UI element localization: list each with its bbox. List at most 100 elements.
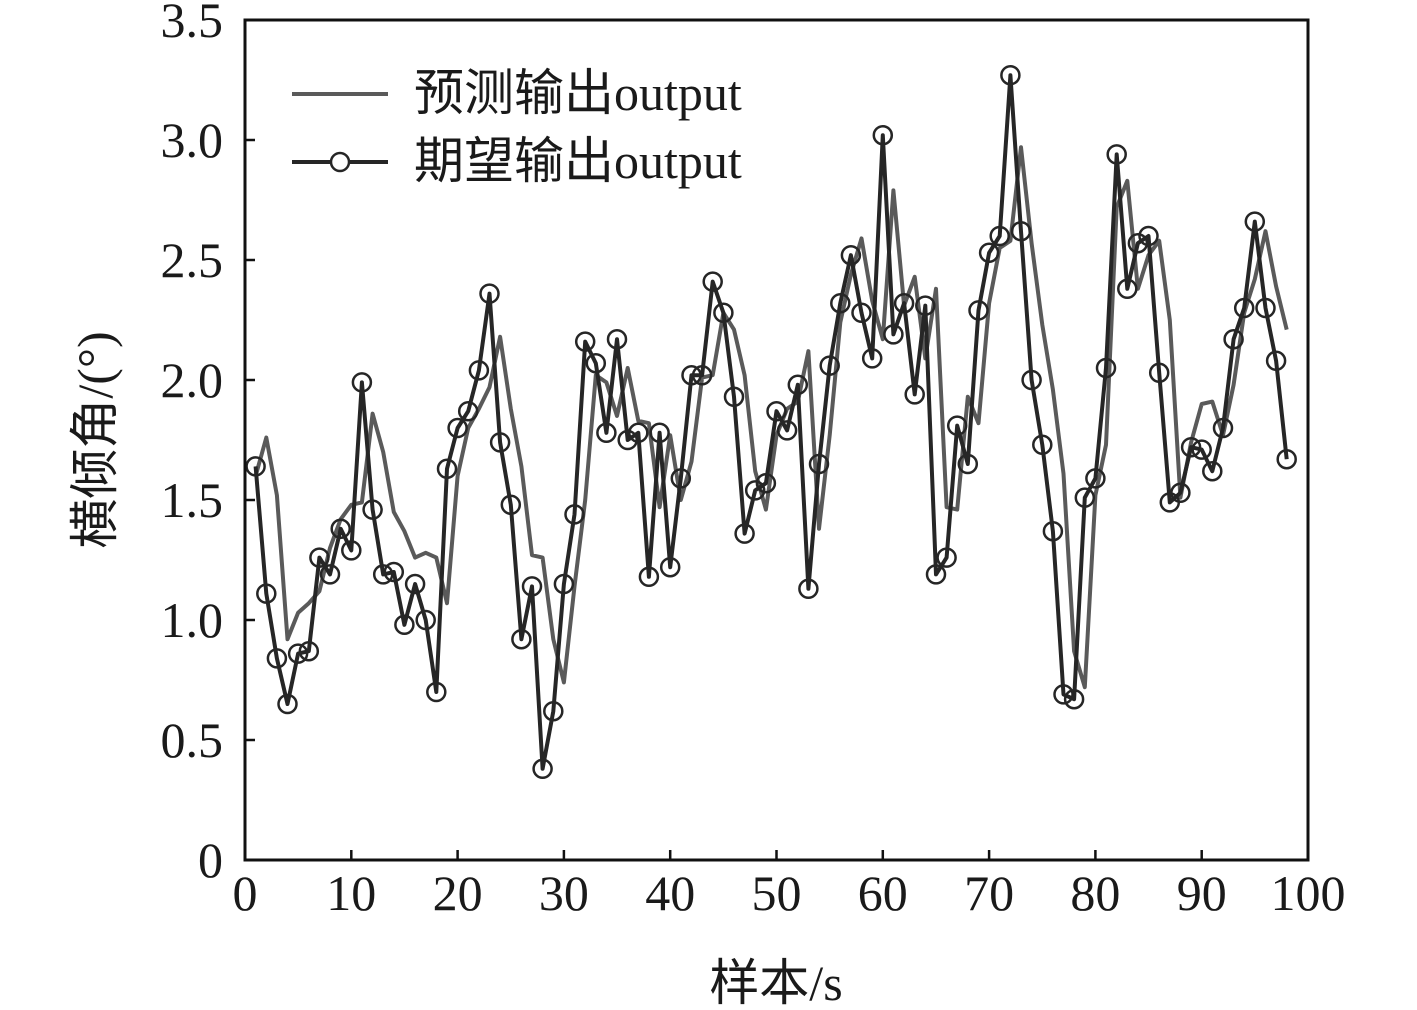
y-tick-label: 3.5 [161, 0, 224, 48]
legend-marker-expected [329, 151, 351, 173]
data-point-expected [617, 429, 638, 451]
data-point-expected [723, 386, 745, 408]
data-point-expected [245, 456, 266, 477]
data-point-expected [489, 432, 511, 453]
data-point-expected [1223, 328, 1244, 350]
data-point-expected [383, 561, 405, 583]
x-tick-label: 90 [1177, 865, 1227, 921]
data-point-expected [830, 292, 851, 314]
data-point-expected [1032, 434, 1053, 456]
data-point-expected [457, 400, 479, 422]
data-point-expected [330, 518, 351, 540]
x-tick-label: 60 [858, 865, 908, 921]
series-line-expected [253, 73, 1289, 771]
data-point-expected [606, 328, 628, 350]
x-tick-label: 80 [1070, 865, 1120, 921]
data-point-expected [670, 468, 692, 489]
data-point-expected [744, 480, 766, 501]
data-point-expected [298, 640, 320, 662]
data-point-expected [840, 244, 862, 266]
data-point-expected [808, 453, 830, 475]
data-point-expected [341, 540, 362, 561]
x-tick-label: 0 [233, 865, 258, 921]
data-point-expected [1000, 64, 1021, 86]
x-tick-label: 50 [752, 865, 802, 921]
data-point-expected [500, 494, 522, 516]
x-axis: 0 10 20 30 40 50 60 70 80 90 100 [233, 850, 1346, 921]
chart-marks [245, 64, 1297, 780]
data-point-expected [521, 576, 543, 597]
series-line-predicted [253, 145, 1289, 690]
data-point-expected [1255, 297, 1276, 319]
data-point-expected [287, 643, 309, 664]
data-point-expected [1117, 278, 1138, 300]
data-point-expected [776, 420, 798, 441]
data-point-expected [415, 609, 436, 631]
data-point-expected [351, 372, 373, 393]
data-point-expected [649, 422, 670, 444]
y-tick-label: 0.5 [161, 712, 224, 768]
data-point-expected [819, 355, 840, 376]
legend-label-expected: 期望输出output [414, 133, 742, 189]
data-point-expected [362, 499, 383, 520]
data-point-expected [1095, 357, 1117, 379]
data-point-expected [1212, 417, 1234, 439]
data-point-expected [553, 573, 575, 595]
data-point-expected [628, 422, 649, 444]
data-point-expected [978, 242, 1000, 264]
data-point-expected [1233, 297, 1255, 319]
data-point-expected [1127, 232, 1149, 254]
data-point-expected [638, 566, 660, 588]
data-point-expected [1265, 350, 1287, 372]
y-tick-label: 1.0 [161, 592, 224, 648]
data-point-expected [511, 628, 532, 650]
data-point-expected [256, 583, 277, 604]
data-point-expected [702, 271, 723, 292]
legend: 预测输出output 期望输出output [292, 65, 742, 189]
data-point-expected [585, 352, 607, 374]
data-point-expected [574, 331, 596, 352]
data-point-expected [691, 364, 713, 386]
x-tick-label: 100 [1271, 865, 1346, 921]
data-point-expected [596, 422, 617, 444]
data-point-expected [404, 573, 426, 595]
data-point-expected [1010, 220, 1032, 242]
data-point-expected [277, 693, 298, 715]
data-point-expected [946, 415, 968, 436]
x-axis-label: 样本/s [709, 955, 842, 1010]
data-point-expected [447, 417, 468, 439]
data-point-expected [564, 504, 585, 525]
data-point-expected [309, 547, 330, 568]
y-axis-label: 横倾角/(°) [67, 331, 123, 548]
y-axis: 0 0.5 1.0 1.5 2.0 2.5 3.0 3.5 [161, 0, 255, 888]
data-point-expected [479, 283, 500, 304]
data-point-expected [915, 295, 936, 316]
y-tick-label: 3.0 [161, 112, 224, 168]
data-point-expected [1170, 482, 1191, 504]
data-point-expected [532, 758, 553, 780]
data-point-expected [436, 458, 458, 480]
data-point-expected [319, 564, 341, 585]
data-point-expected [1053, 684, 1074, 705]
data-point-expected [968, 300, 989, 321]
x-tick-label: 70 [964, 865, 1014, 921]
data-point-expected [1074, 487, 1096, 508]
data-point-expected [713, 302, 734, 324]
data-point-expected [734, 523, 755, 544]
data-point-expected [989, 225, 1010, 247]
data-point-expected [1202, 460, 1223, 482]
data-point-expected [659, 556, 681, 578]
y-tick-label: 2.0 [161, 352, 224, 408]
x-tick-label: 10 [326, 865, 376, 921]
data-point-expected [755, 472, 777, 494]
data-point-expected [904, 384, 925, 405]
data-point-expected [1085, 468, 1106, 489]
x-tick-label: 20 [433, 865, 483, 921]
data-point-expected [798, 578, 819, 600]
y-tick-label: 0 [198, 832, 223, 888]
data-point-expected [851, 302, 872, 324]
data-point-expected [1138, 225, 1159, 247]
data-point-expected [1191, 439, 1212, 460]
y-tick-label: 1.5 [161, 472, 224, 528]
